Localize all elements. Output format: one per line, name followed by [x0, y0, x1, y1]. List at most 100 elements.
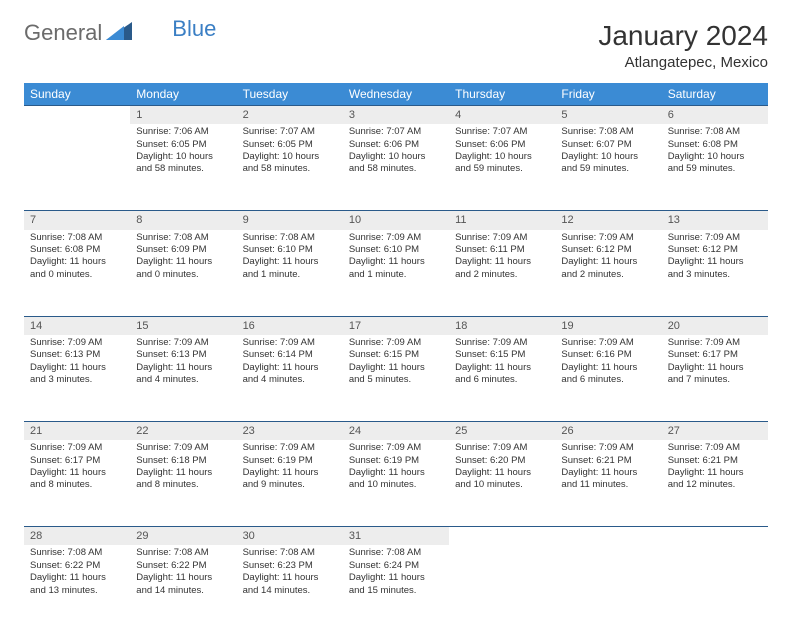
- sunset-text: Sunset: 6:24 PM: [349, 560, 443, 572]
- daylight-text: Daylight: 11 hours and 5 minutes.: [349, 362, 443, 387]
- daylight-text: Daylight: 11 hours and 3 minutes.: [30, 362, 124, 387]
- sunset-text: Sunset: 6:15 PM: [349, 349, 443, 361]
- day-header: Saturday: [662, 83, 768, 106]
- header: General Blue January 2024 Atlangatepec, …: [24, 20, 768, 71]
- day-content-cell: Sunrise: 7:09 AMSunset: 6:11 PMDaylight:…: [449, 230, 555, 317]
- day-content-cell: Sunrise: 7:08 AMSunset: 6:08 PMDaylight:…: [662, 124, 768, 211]
- day-number-cell: 28: [24, 527, 130, 546]
- daylight-text: Daylight: 11 hours and 4 minutes.: [136, 362, 230, 387]
- day-content-cell: Sunrise: 7:09 AMSunset: 6:15 PMDaylight:…: [449, 335, 555, 422]
- sunrise-text: Sunrise: 7:08 AM: [349, 547, 443, 559]
- logo-text-general: General: [24, 20, 102, 46]
- daylight-text: Daylight: 11 hours and 4 minutes.: [243, 362, 337, 387]
- daylight-text: Daylight: 11 hours and 0 minutes.: [136, 256, 230, 281]
- sunset-text: Sunset: 6:05 PM: [243, 139, 337, 151]
- week-content-row: Sunrise: 7:06 AMSunset: 6:05 PMDaylight:…: [24, 124, 768, 211]
- sunrise-text: Sunrise: 7:09 AM: [668, 337, 762, 349]
- sunrise-text: Sunrise: 7:09 AM: [136, 442, 230, 454]
- sunset-text: Sunset: 6:21 PM: [561, 455, 655, 467]
- sunset-text: Sunset: 6:06 PM: [349, 139, 443, 151]
- sunrise-text: Sunrise: 7:08 AM: [243, 232, 337, 244]
- sunset-text: Sunset: 6:20 PM: [455, 455, 549, 467]
- day-number-cell: 17: [343, 316, 449, 335]
- day-number-cell: 26: [555, 421, 661, 440]
- title-block: January 2024 Atlangatepec, Mexico: [598, 20, 768, 71]
- sunrise-text: Sunrise: 7:06 AM: [136, 126, 230, 138]
- day-content-cell: Sunrise: 7:09 AMSunset: 6:20 PMDaylight:…: [449, 440, 555, 527]
- location: Atlangatepec, Mexico: [598, 54, 768, 71]
- sunrise-text: Sunrise: 7:09 AM: [455, 337, 549, 349]
- day-content-cell: Sunrise: 7:08 AMSunset: 6:22 PMDaylight:…: [130, 545, 236, 631]
- sunrise-text: Sunrise: 7:08 AM: [30, 232, 124, 244]
- sunset-text: Sunset: 6:19 PM: [243, 455, 337, 467]
- day-content-cell: Sunrise: 7:09 AMSunset: 6:16 PMDaylight:…: [555, 335, 661, 422]
- day-header: Monday: [130, 83, 236, 106]
- day-number-cell: 9: [237, 211, 343, 230]
- week-content-row: Sunrise: 7:09 AMSunset: 6:17 PMDaylight:…: [24, 440, 768, 527]
- day-content-cell: Sunrise: 7:08 AMSunset: 6:24 PMDaylight:…: [343, 545, 449, 631]
- sunrise-text: Sunrise: 7:09 AM: [349, 337, 443, 349]
- day-number-cell: 10: [343, 211, 449, 230]
- daylight-text: Daylight: 11 hours and 8 minutes.: [30, 467, 124, 492]
- day-content-cell: Sunrise: 7:08 AMSunset: 6:22 PMDaylight:…: [24, 545, 130, 631]
- day-number-cell: 1: [130, 106, 236, 125]
- day-number-cell: 14: [24, 316, 130, 335]
- sunset-text: Sunset: 6:08 PM: [30, 244, 124, 256]
- daylight-text: Daylight: 11 hours and 3 minutes.: [668, 256, 762, 281]
- day-content-cell: Sunrise: 7:09 AMSunset: 6:18 PMDaylight:…: [130, 440, 236, 527]
- day-content-cell: Sunrise: 7:08 AMSunset: 6:07 PMDaylight:…: [555, 124, 661, 211]
- sunset-text: Sunset: 6:05 PM: [136, 139, 230, 151]
- day-number-cell: 30: [237, 527, 343, 546]
- day-content-cell: Sunrise: 7:09 AMSunset: 6:17 PMDaylight:…: [24, 440, 130, 527]
- sunset-text: Sunset: 6:18 PM: [136, 455, 230, 467]
- day-number-cell: 16: [237, 316, 343, 335]
- daylight-text: Daylight: 11 hours and 10 minutes.: [455, 467, 549, 492]
- day-content-cell: Sunrise: 7:08 AMSunset: 6:23 PMDaylight:…: [237, 545, 343, 631]
- daylight-text: Daylight: 11 hours and 6 minutes.: [455, 362, 549, 387]
- calendar-table: SundayMondayTuesdayWednesdayThursdayFrid…: [24, 83, 768, 631]
- week-content-row: Sunrise: 7:08 AMSunset: 6:08 PMDaylight:…: [24, 230, 768, 317]
- day-number-cell: [24, 106, 130, 125]
- day-number-cell: 5: [555, 106, 661, 125]
- sunset-text: Sunset: 6:22 PM: [136, 560, 230, 572]
- sunset-text: Sunset: 6:19 PM: [349, 455, 443, 467]
- sunrise-text: Sunrise: 7:09 AM: [561, 337, 655, 349]
- daylight-text: Daylight: 10 hours and 58 minutes.: [349, 151, 443, 176]
- week-daynum-row: 21222324252627: [24, 421, 768, 440]
- week-daynum-row: 14151617181920: [24, 316, 768, 335]
- day-number-cell: 13: [662, 211, 768, 230]
- sunset-text: Sunset: 6:12 PM: [668, 244, 762, 256]
- sunset-text: Sunset: 6:17 PM: [668, 349, 762, 361]
- day-number-cell: 11: [449, 211, 555, 230]
- day-content-cell: Sunrise: 7:08 AMSunset: 6:09 PMDaylight:…: [130, 230, 236, 317]
- logo: General Blue: [24, 20, 216, 46]
- daylight-text: Daylight: 11 hours and 12 minutes.: [668, 467, 762, 492]
- day-content-cell: [24, 124, 130, 211]
- sunset-text: Sunset: 6:21 PM: [668, 455, 762, 467]
- day-content-cell: Sunrise: 7:06 AMSunset: 6:05 PMDaylight:…: [130, 124, 236, 211]
- daylight-text: Daylight: 11 hours and 10 minutes.: [349, 467, 443, 492]
- daylight-text: Daylight: 11 hours and 6 minutes.: [561, 362, 655, 387]
- day-number-cell: [449, 527, 555, 546]
- daylight-text: Daylight: 11 hours and 14 minutes.: [243, 572, 337, 597]
- week-daynum-row: 123456: [24, 106, 768, 125]
- daylight-text: Daylight: 11 hours and 14 minutes.: [136, 572, 230, 597]
- day-content-cell: [662, 545, 768, 631]
- sunrise-text: Sunrise: 7:09 AM: [455, 232, 549, 244]
- day-header: Tuesday: [237, 83, 343, 106]
- sunrise-text: Sunrise: 7:08 AM: [243, 547, 337, 559]
- week-daynum-row: 78910111213: [24, 211, 768, 230]
- sunrise-text: Sunrise: 7:08 AM: [30, 547, 124, 559]
- day-content-cell: Sunrise: 7:09 AMSunset: 6:13 PMDaylight:…: [130, 335, 236, 422]
- sunset-text: Sunset: 6:11 PM: [455, 244, 549, 256]
- day-content-cell: Sunrise: 7:08 AMSunset: 6:10 PMDaylight:…: [237, 230, 343, 317]
- day-content-cell: Sunrise: 7:09 AMSunset: 6:13 PMDaylight:…: [24, 335, 130, 422]
- daylight-text: Daylight: 11 hours and 7 minutes.: [668, 362, 762, 387]
- day-content-cell: [449, 545, 555, 631]
- day-content-cell: Sunrise: 7:09 AMSunset: 6:21 PMDaylight:…: [555, 440, 661, 527]
- day-content-cell: Sunrise: 7:09 AMSunset: 6:15 PMDaylight:…: [343, 335, 449, 422]
- sunset-text: Sunset: 6:23 PM: [243, 560, 337, 572]
- day-content-cell: [555, 545, 661, 631]
- sunset-text: Sunset: 6:13 PM: [136, 349, 230, 361]
- sunrise-text: Sunrise: 7:08 AM: [561, 126, 655, 138]
